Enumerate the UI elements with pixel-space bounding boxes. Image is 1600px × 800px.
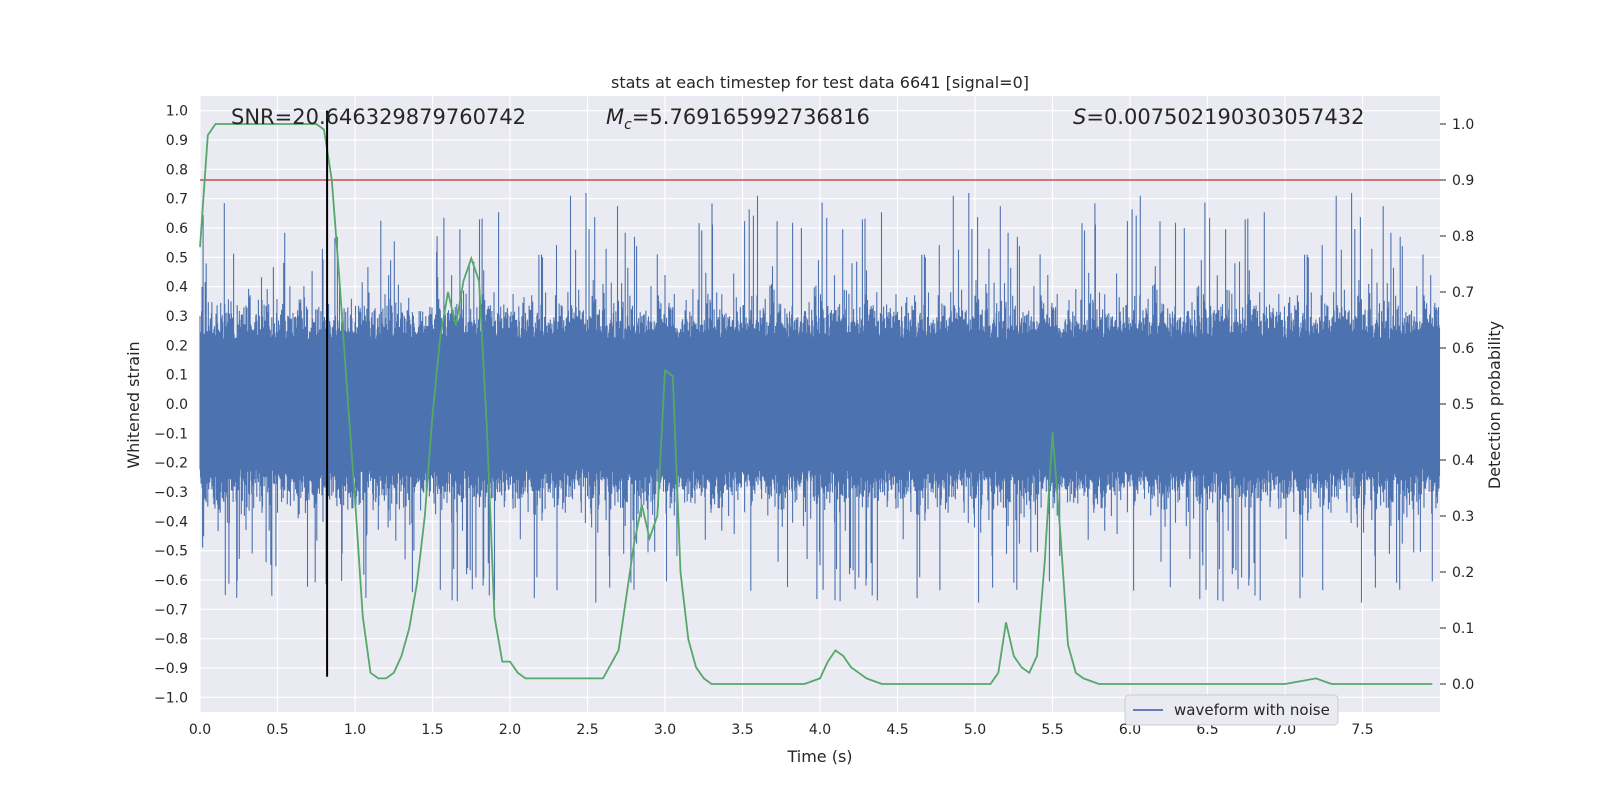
- x-tick-label: 2.0: [499, 722, 521, 738]
- y-tick-label-left: 1.0: [166, 104, 188, 120]
- y-tick-label-left: 0.1: [166, 368, 188, 384]
- y-tick-label-right: 1.0: [1452, 117, 1474, 133]
- y-tick-label-left: −1.0: [154, 690, 188, 706]
- noise-core-band: [200, 339, 1440, 469]
- x-tick-label: 5.0: [964, 722, 986, 738]
- legend: waveform with noise: [1124, 694, 1339, 726]
- noise-series: [199, 193, 1441, 603]
- y-tick-label-right: 0.8: [1452, 229, 1474, 245]
- y-tick-label-right: 0.0: [1452, 677, 1474, 693]
- y-ticks-right: 1.0 0.9 0.8 0.7 0.6 0.5 0.4 0.3 0.2 0.1 0.0: [1440, 117, 1474, 693]
- x-tick-label: 1.5: [421, 722, 443, 738]
- x-axis-label: Time (s): [786, 747, 852, 766]
- legend-box: [1124, 694, 1339, 726]
- y-tick-label-right: 0.6: [1452, 341, 1474, 357]
- y-tick-label-left: 0.9: [166, 133, 188, 149]
- y-tick-label-left: −0.1: [154, 426, 188, 442]
- y-tick-label-left: 0.2: [166, 338, 188, 354]
- x-tick-label: 3.0: [654, 722, 676, 738]
- y-tick-label-right: 0.5: [1452, 397, 1474, 413]
- y-tick-label-right: 0.2: [1452, 565, 1474, 581]
- y-tick-label-left: 0.7: [166, 192, 188, 208]
- x-tick-label: 1.0: [344, 722, 366, 738]
- chart-title: stats at each timestep for test data 664…: [611, 73, 1029, 92]
- x-tick-label: 6.0: [1119, 722, 1141, 738]
- y-tick-label-right: 0.9: [1452, 173, 1474, 189]
- y-tick-label-left: 0.5: [166, 250, 188, 266]
- y-tick-label-left: −0.7: [154, 602, 188, 618]
- x-tick-label: 5.5: [1041, 722, 1063, 738]
- x-tick-label: 7.5: [1351, 722, 1373, 738]
- snr-annotation: SNR=20.646329879760742: [231, 105, 526, 129]
- y-tick-label-left: −0.8: [154, 632, 188, 648]
- y-tick-label-left: −0.6: [154, 573, 188, 589]
- x-tick-label: 0.0: [189, 722, 211, 738]
- x-tick-label: 6.5: [1196, 722, 1218, 738]
- x-tick-label: 4.5: [886, 722, 908, 738]
- y-tick-label-right: 0.4: [1452, 453, 1474, 469]
- y-tick-label-left: −0.4: [154, 514, 188, 530]
- y-axis-label-left: Whitened strain: [124, 341, 143, 468]
- x-tick-label: 2.5: [576, 722, 598, 738]
- y-tick-label-left: 0.8: [166, 162, 188, 178]
- y-tick-label-left: −0.2: [154, 456, 188, 472]
- y-tick-label-left: 0.3: [166, 309, 188, 325]
- y-tick-label-right: 0.1: [1452, 621, 1474, 637]
- x-ticks: 0.0 0.5 1.0 1.5 2.0 2.5 3.0 3.5 4.0 4.5 5.0 5.5 6.0 6…: [189, 722, 1374, 738]
- y-tick-label-left: −0.5: [154, 544, 188, 560]
- y-tick-label-left: 0.4: [166, 280, 188, 296]
- x-tick-label: 4.0: [809, 722, 831, 738]
- y-ticks-left: 1.0 0.9 0.8 0.7 0.6 0.5 0.4 0.3 0.2 0.1 0.0 −0.1 −0.…: [154, 104, 188, 707]
- chirp-mass-annotation: Mc=5.769165992736816: [606, 105, 870, 133]
- s-statistic-annotation: S=0.007502190303057432: [1073, 105, 1364, 129]
- y-tick-label-right: 0.7: [1452, 285, 1474, 301]
- y-tick-label-left: 0.6: [166, 221, 188, 237]
- y-axis-label-right: Detection probability: [1485, 321, 1504, 489]
- detection-probability-line: [199, 123, 1433, 685]
- x-tick-label: 3.5: [731, 722, 753, 738]
- x-tick-label: 0.5: [266, 722, 288, 738]
- legend-label: waveform with noise: [1174, 701, 1330, 719]
- y-tick-label-right: 0.3: [1452, 509, 1474, 525]
- y-tick-label-left: −0.3: [154, 485, 188, 501]
- x-tick-label: 7.0: [1274, 722, 1296, 738]
- y-tick-label-left: −0.9: [154, 661, 188, 677]
- y-tick-label-left: 0.0: [166, 397, 188, 413]
